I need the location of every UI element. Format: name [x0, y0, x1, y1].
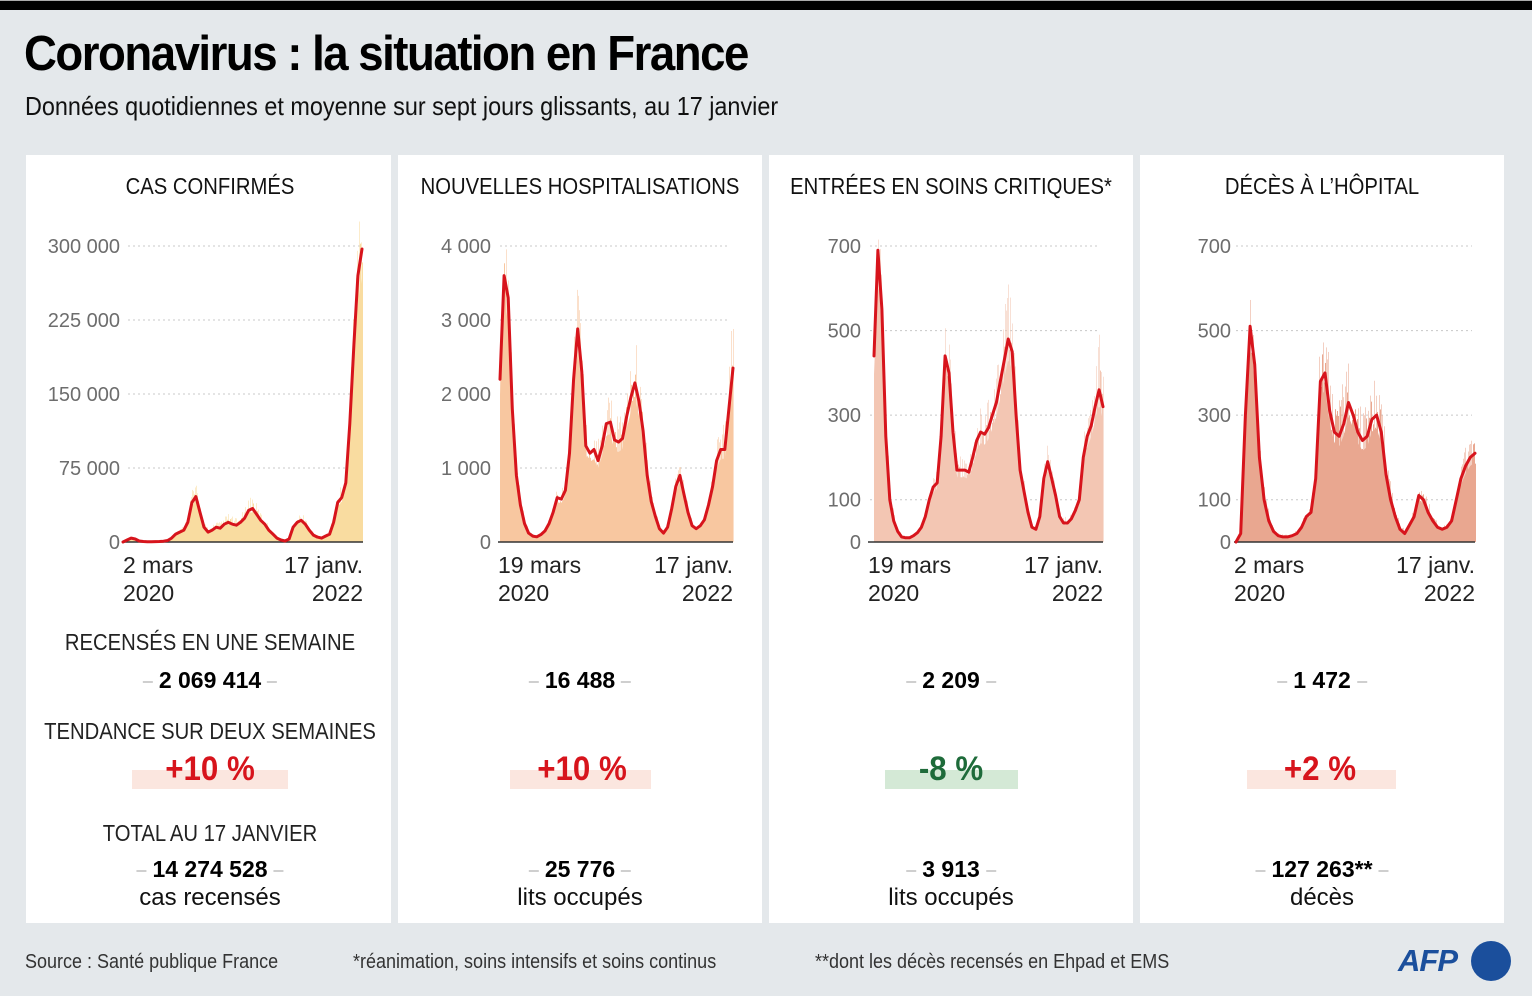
trend-highlight — [1247, 770, 1396, 789]
panel-soins-critiques — [769, 155, 1133, 923]
trend-value: +2 % — [1283, 750, 1357, 788]
weekly-label: RECENSÉS EN UNE SEMAINE — [64, 629, 356, 655]
total-unit: cas recensés — [139, 884, 281, 911]
source-note: Source : Santé publique France — [25, 951, 279, 973]
weekly-value: 1 472 — [1271, 667, 1373, 694]
panel-title: DÉCÈS À L’HÔPITAL — [1224, 173, 1420, 199]
panel-cas-confirmes — [26, 155, 391, 923]
total-value: 3 913 — [900, 856, 1002, 883]
footnote-deaths: **dont les décès recensés en Ehpad et EM… — [815, 951, 1170, 973]
total-unit: lits occupés — [888, 884, 1014, 911]
panel-title: CAS CONFIRMÉS — [125, 173, 295, 199]
total-value: 25 776 — [523, 856, 637, 883]
page-title: Coronavirus : la situation en France — [24, 27, 749, 81]
top-bar — [0, 0, 1532, 10]
total-unit: lits occupés — [517, 884, 643, 911]
footnote-critical-care: *réanimation, soins intensifs et soins c… — [353, 951, 717, 973]
total-label: TOTAL AU 17 JANVIER — [102, 820, 318, 846]
panel-hospitalisations — [398, 155, 762, 923]
weekly-value: 2 069 414 — [137, 667, 283, 694]
page-subtitle: Données quotidiennes et moyenne sur sept… — [25, 91, 779, 121]
total-unit: décès — [1289, 884, 1355, 911]
panel-deces — [1140, 155, 1504, 923]
weekly-value: 16 488 — [523, 667, 637, 694]
trend-highlight — [132, 770, 288, 789]
trend-highlight — [510, 770, 651, 789]
total-value: 127 263** — [1249, 856, 1394, 883]
panel-title: NOUVELLES HOSPITALISATIONS — [420, 173, 740, 199]
afp-logo-text: AFP — [1398, 943, 1458, 978]
trend-value: -8 % — [918, 750, 984, 788]
afp-logo-dot — [1471, 941, 1511, 981]
total-value: 14 274 528 — [130, 856, 289, 883]
afp-logo: AFP — [1398, 941, 1513, 981]
trend-value: +10 % — [165, 750, 255, 788]
trend-highlight — [885, 770, 1018, 789]
panel-title: ENTRÉES EN SOINS CRITIQUES* — [790, 173, 1112, 199]
trend-value: +10 % — [537, 750, 627, 788]
weekly-value: 2 209 — [900, 667, 1002, 694]
trend-label: TENDANCE SUR DEUX SEMAINES — [44, 718, 376, 744]
